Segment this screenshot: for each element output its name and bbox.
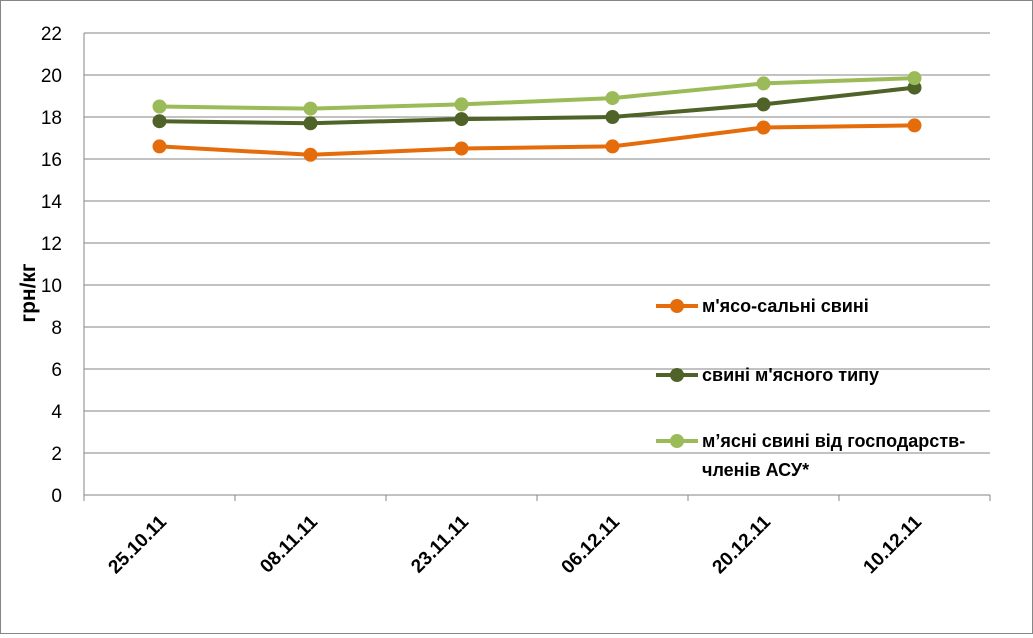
x-tick-label: 23.11.11: [407, 511, 473, 577]
x-tick-label: 20.12.11: [709, 511, 776, 578]
series-line: [159, 76, 915, 111]
data-point: [454, 141, 469, 156]
data-point: [454, 97, 469, 112]
data-point: [152, 114, 167, 129]
y-tick-label: 20: [41, 66, 62, 87]
y-axis-title: грн/кг: [17, 263, 40, 323]
y-tick-label: 2: [51, 444, 62, 465]
y-tick-label: 6: [51, 360, 62, 381]
legend-item-2: свині м'ясного типу: [656, 365, 879, 385]
x-tick-label: 10.12.11: [860, 511, 927, 578]
y-tick-label: 18: [41, 108, 62, 129]
data-point: [152, 99, 167, 114]
data-point: [756, 120, 771, 135]
y-axis-ticks: 0 2 4 6 8 10 12 14 16 18 20 22: [41, 24, 63, 507]
data-point: [303, 101, 318, 116]
series-2: [152, 80, 922, 131]
data-point: [303, 147, 318, 162]
data-point: [907, 71, 922, 86]
x-axis-ticks: 25.10.11 08.11.11 23.11.11 06.12.11 20.12.11…: [83, 495, 991, 578]
data-point: [605, 110, 620, 124]
x-tick-label: 06.12.11: [558, 511, 625, 578]
legend-label-line: м’ясні свині від господарств-: [702, 431, 965, 451]
legend-label: м’ясні свині від господарств-членів АСУ*: [702, 431, 965, 480]
series-line: [159, 123, 915, 157]
data-point: [756, 97, 771, 112]
series-line: [159, 85, 915, 126]
series-lines: [152, 71, 922, 162]
data-point: [605, 139, 620, 154]
x-tick-label: 25.10.11: [105, 511, 172, 578]
y-tick-label: 22: [41, 24, 62, 45]
legend-swatch-marker: [670, 368, 684, 382]
legend-label: м'ясо-сальні свині: [702, 296, 869, 316]
y-tick-label: 12: [41, 234, 62, 255]
data-point: [907, 118, 922, 133]
legend-label: свині м'ясного типу: [702, 365, 879, 385]
series-1: [152, 118, 922, 162]
legend-item-1: м'ясо-сальні свині: [656, 296, 869, 316]
data-point: [303, 116, 318, 131]
x-tick-label: 08.11.11: [256, 511, 322, 577]
legend-item-3: м’ясні свині від господарств-членів АСУ*: [656, 431, 965, 480]
legend: м'ясо-сальні свині свині м'ясного типу м’я…: [656, 296, 965, 480]
y-tick-label: 16: [41, 150, 62, 171]
data-point: [605, 91, 620, 106]
y-tick-label: 4: [51, 402, 62, 423]
legend-swatch-marker: [670, 434, 684, 448]
y-tick-label: 10: [41, 276, 62, 297]
y-tick-label: 14: [41, 192, 63, 213]
data-point: [454, 112, 469, 127]
gridlines: [83, 32, 990, 496]
series-3: [152, 71, 922, 116]
y-tick-label: 0: [51, 486, 62, 507]
data-point: [152, 139, 167, 154]
y-tick-label: 8: [51, 318, 62, 339]
legend-label-line: членів АСУ*: [702, 460, 809, 480]
legend-swatch-marker: [670, 299, 684, 313]
data-point: [756, 76, 771, 91]
